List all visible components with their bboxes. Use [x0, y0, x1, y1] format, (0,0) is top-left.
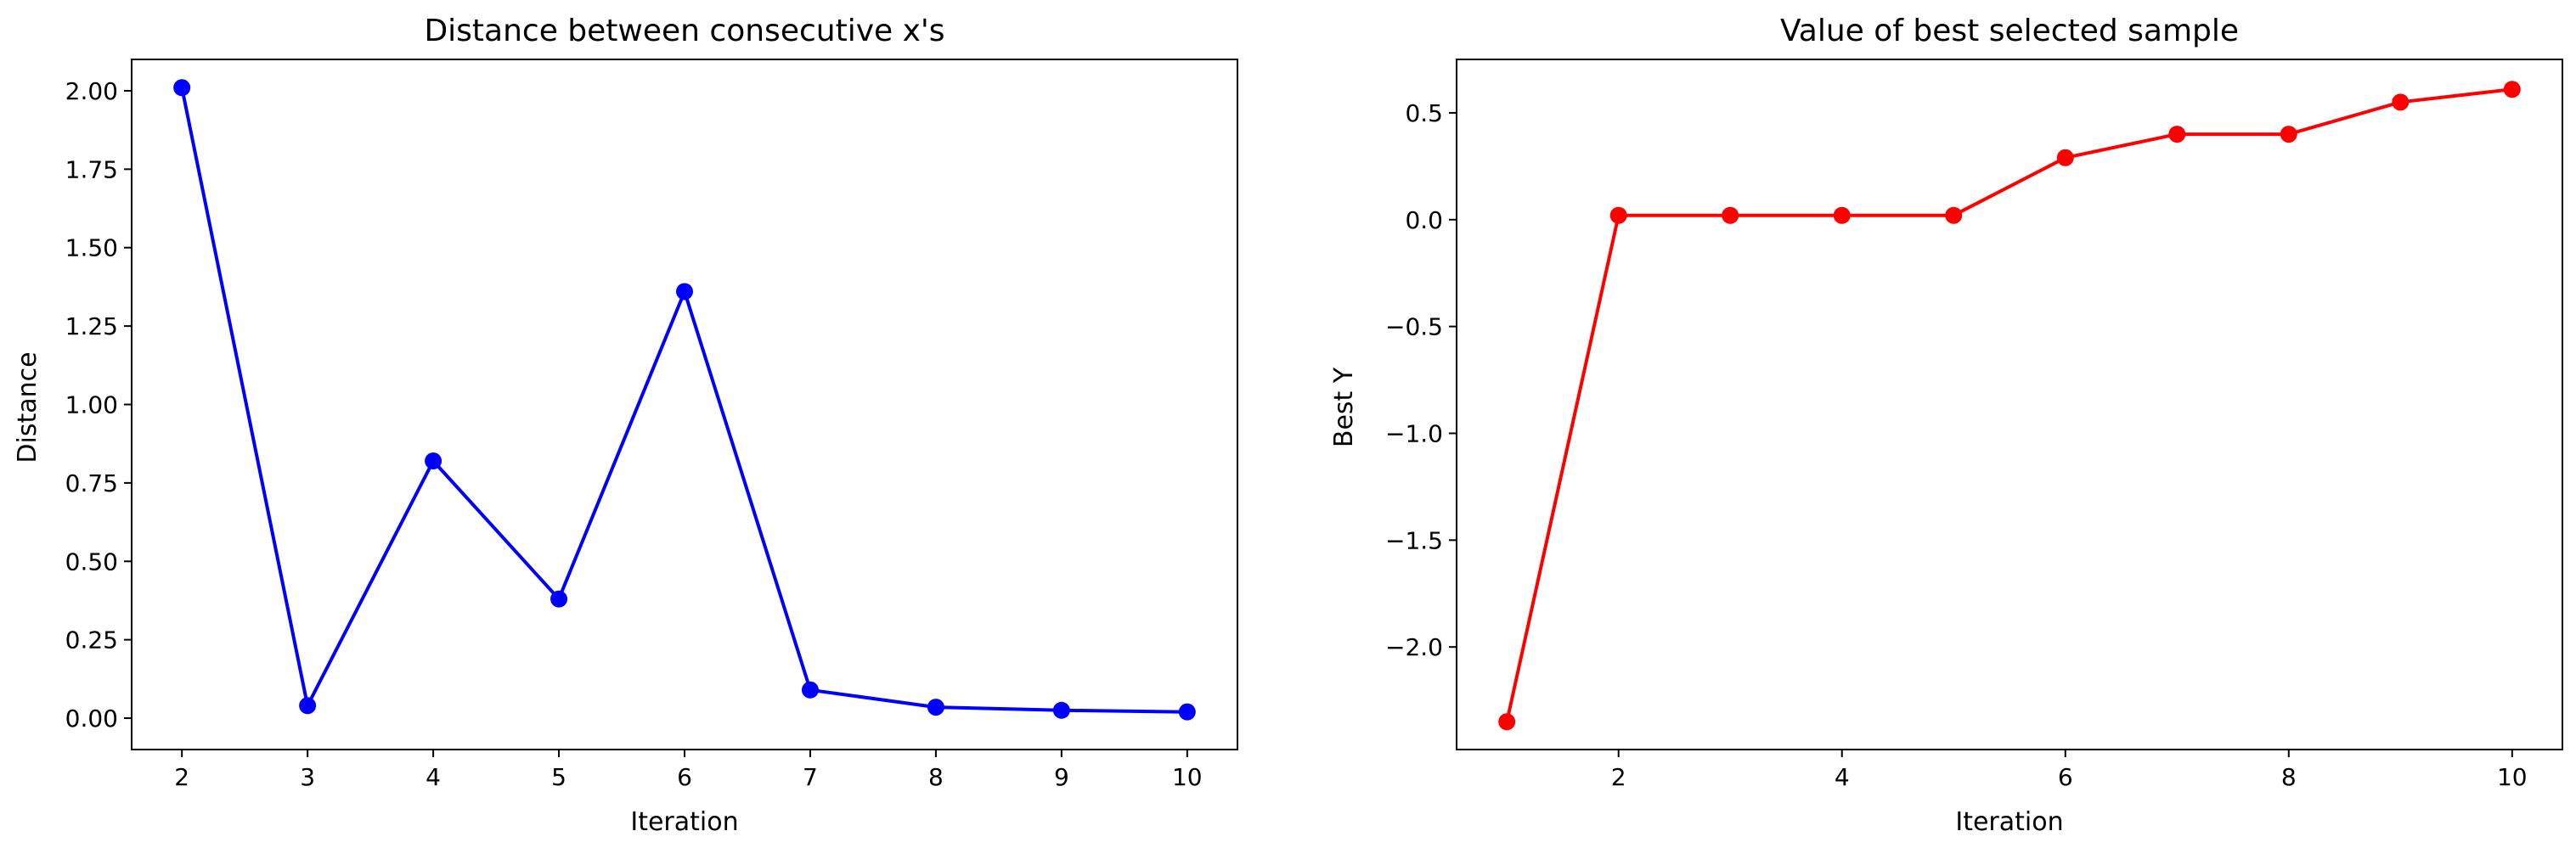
y-tick-label: −2.0: [1385, 633, 1443, 661]
x-axis-label: Iteration: [630, 807, 738, 837]
x-tick-label: 2: [174, 763, 189, 791]
data-point: [173, 79, 191, 97]
data-point: [2168, 126, 2186, 143]
series-group: [1498, 81, 2521, 731]
data-point: [1052, 701, 1070, 719]
series-line: [1505, 87, 2513, 722]
data-point: [2503, 81, 2521, 98]
chart-title: Value of best selected sample: [1780, 14, 2239, 48]
y-tick-label: 1.25: [65, 312, 118, 340]
y-tick-label: −0.5: [1385, 313, 1443, 341]
y-tick-label: −1.0: [1385, 419, 1443, 447]
chart-distance: Distance between consecutive x's Iterati…: [13, 14, 1238, 837]
x-tick-label: 10: [1172, 763, 1203, 791]
data-point: [801, 681, 819, 699]
x-tick-label: 3: [300, 763, 315, 791]
y-tick-label: 0.75: [65, 469, 118, 497]
data-point: [1945, 206, 1963, 224]
y-tick-label: 1.50: [65, 234, 118, 262]
y-tick-label: 1.75: [65, 155, 118, 183]
x-axis-label: Iteration: [1955, 807, 2063, 837]
x-tick-label: 9: [1054, 763, 1069, 791]
axis-ticks: 2 3 4 5 6 7 8 9 10 0.00 0.25 0.50 0.75 1.00 1.25 1.50 1.…: [65, 77, 1203, 791]
data-point: [550, 590, 568, 608]
data-point: [2056, 149, 2074, 166]
x-tick-label: 10: [2497, 763, 2528, 791]
plot-frame: [131, 59, 1238, 750]
chart-best-y: Value of best selected sample Iteration …: [1329, 14, 2563, 837]
x-tick-label: 4: [1835, 763, 1850, 791]
data-point: [1498, 713, 1516, 731]
y-tick-label: 0.25: [65, 626, 118, 654]
y-tick-label: 1.00: [65, 391, 118, 419]
series-group: [173, 79, 1196, 721]
y-tick-label: 0.00: [65, 705, 118, 733]
x-tick-label: 5: [551, 763, 566, 791]
y-axis-label: Distance: [13, 351, 42, 463]
x-tick-label: 7: [803, 763, 818, 791]
data-point: [1722, 206, 1739, 224]
y-tick-label: 0.5: [1405, 99, 1443, 127]
x-tick-label: 6: [677, 763, 692, 791]
data-point: [2280, 126, 2297, 143]
x-tick-label: 2: [1611, 763, 1626, 791]
x-tick-label: 4: [426, 763, 441, 791]
y-tick-label: −1.5: [1385, 526, 1443, 554]
y-tick-label: 2.00: [65, 77, 118, 105]
axis-ticks: 2 4 6 8 10 −2.0 −1.5 −1.0 −0.5 0.0 0.5: [1385, 99, 2528, 791]
data-point: [2392, 93, 2410, 111]
y-tick-label: 0.50: [65, 548, 118, 576]
data-point: [927, 699, 944, 716]
data-point: [299, 697, 317, 715]
data-point: [425, 452, 442, 470]
plot-frame: [1456, 59, 2563, 750]
data-point: [1609, 206, 1627, 224]
x-tick-label: 6: [2058, 763, 2073, 791]
y-axis-label: Best Y: [1329, 367, 1359, 447]
x-tick-label: 8: [2281, 763, 2297, 791]
data-point: [1178, 703, 1196, 721]
chart-title: Distance between consecutive x's: [424, 14, 944, 48]
data-point: [676, 283, 693, 300]
data-point: [1833, 206, 1851, 224]
y-tick-label: 0.0: [1405, 206, 1443, 234]
x-tick-label: 8: [928, 763, 944, 791]
